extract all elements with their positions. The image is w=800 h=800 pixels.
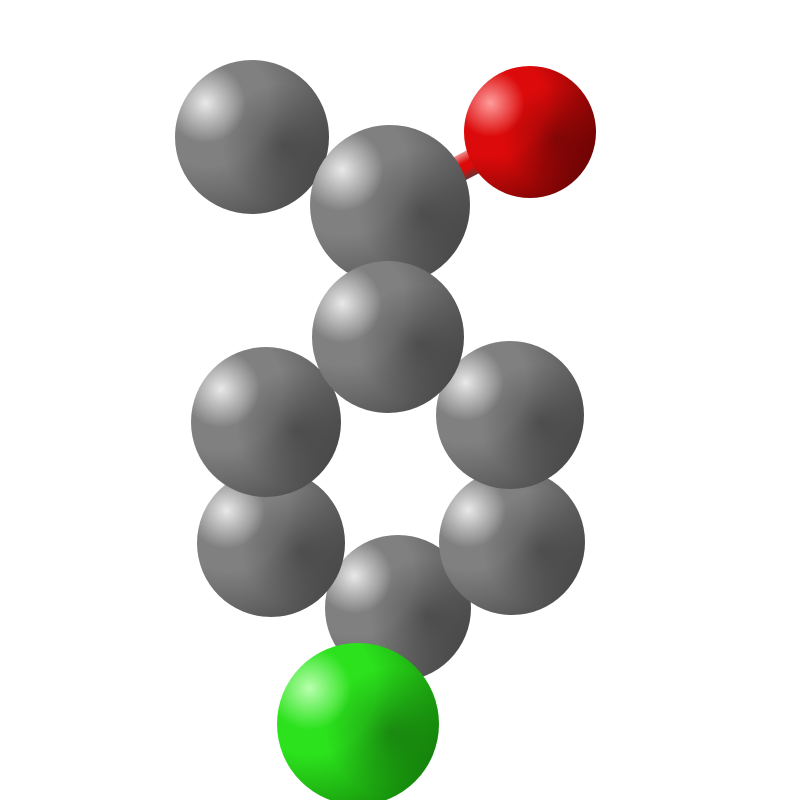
molecule-viewport	[0, 0, 800, 800]
atom-o	[464, 66, 596, 198]
atom-c	[439, 469, 585, 615]
atom-cl	[277, 643, 439, 800]
atom-c	[175, 60, 329, 214]
atom-c	[312, 261, 464, 413]
